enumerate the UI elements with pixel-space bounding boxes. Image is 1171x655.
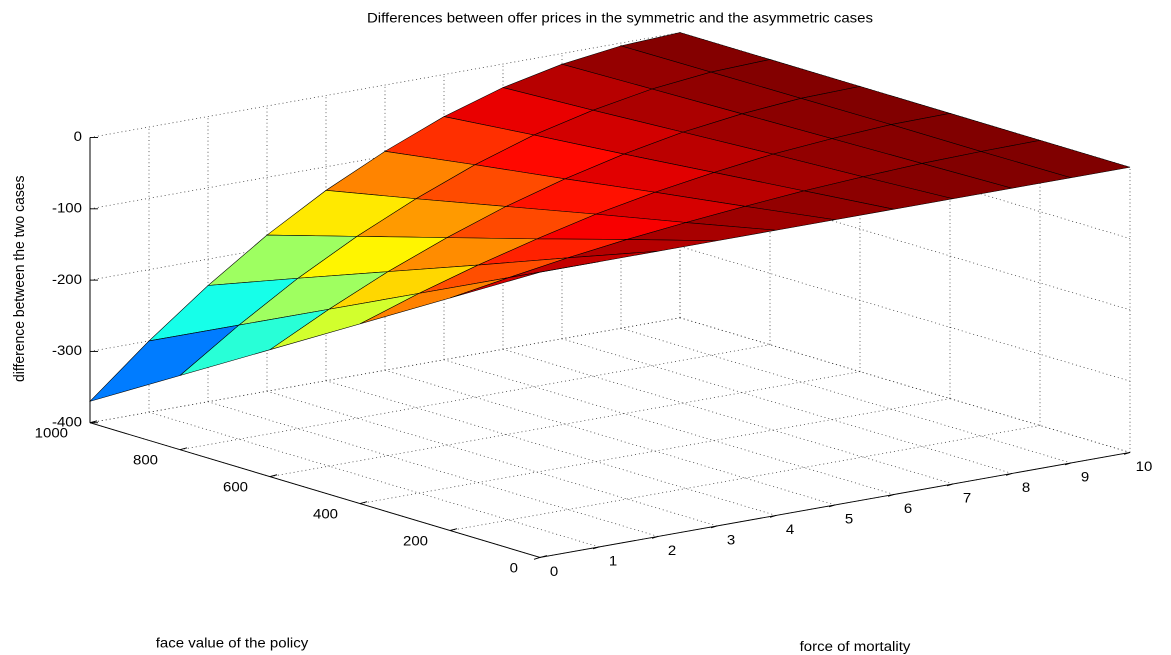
grid-line [89,32,681,138]
x-tick-label: 10 [1136,459,1153,474]
surface-patch [449,261,600,299]
x-tick-label: 5 [845,512,853,527]
x-tick-label: 4 [786,522,794,537]
y-axis-label: face value of the policy [156,636,309,651]
x-tick-label: 0 [550,564,558,579]
grid-line [207,401,659,537]
tick-mark [1064,462,1072,466]
tick-mark [769,515,777,518]
grid-line [443,359,895,495]
tick-mark [592,546,600,550]
z-tick-label: -100 [52,201,82,216]
y-tick-label: 200 [403,534,428,549]
grid-line [561,338,1013,474]
z-axis-label: difference between the two cases [12,175,29,381]
tick-mark [359,501,368,505]
z-tick-label: -200 [52,272,82,287]
grid-line [89,317,681,424]
grid-line [679,317,1131,453]
grid-line [384,369,836,506]
grid-line [148,411,600,548]
x-tick-label: 7 [963,491,971,506]
tick-mark [1005,473,1013,476]
x-tick-label: 1 [609,554,617,569]
tick-mark [179,447,188,451]
tick-mark [1123,452,1131,455]
y-tick-label: 0 [510,561,518,576]
tick-mark [828,504,836,508]
tick-mark [449,528,458,531]
axis-line [89,422,541,558]
z-tick-label: -400 [52,415,82,430]
grid-line [502,348,954,485]
z-tick-label: -300 [52,344,82,359]
grid-line [269,371,861,477]
grid-line [620,327,1072,464]
grid-line [359,398,951,504]
x-tick-label: 2 [668,543,676,558]
grid-line [325,380,777,516]
y-tick-label: 1000 [35,426,68,441]
tick-mark [710,525,718,529]
grid-line [679,174,1131,311]
grid-line [449,425,1041,531]
grid-line [266,390,718,527]
x-tick-label: 3 [727,533,735,548]
tick-mark [946,483,954,487]
x-tick-label: 8 [1022,480,1030,495]
tick-mark [533,557,541,560]
x-tick-label: 6 [904,501,912,516]
tick-mark [651,536,659,539]
tick-mark [539,555,548,558]
x-tick-label: 9 [1081,470,1089,485]
y-tick-label: 800 [133,453,158,468]
tick-mark [269,474,278,478]
chart-title: Differences between offer prices in the … [367,11,873,26]
y-tick-label: 400 [313,507,338,522]
grid-line [679,246,1131,382]
tick-mark [887,494,895,497]
y-tick-label: 600 [223,480,248,495]
grid-line [179,344,771,451]
x-axis-label: force of mortality [800,640,912,655]
z-tick-label: 0 [74,130,82,145]
